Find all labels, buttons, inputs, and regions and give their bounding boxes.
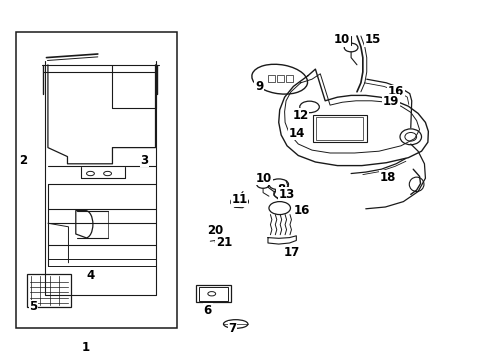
- Text: 8: 8: [277, 183, 285, 195]
- Text: 9: 9: [255, 80, 263, 93]
- Text: 7: 7: [228, 322, 236, 335]
- Text: 11: 11: [231, 193, 247, 206]
- Ellipse shape: [86, 171, 94, 176]
- Text: 3: 3: [140, 154, 148, 167]
- Bar: [316, 117, 363, 140]
- Text: 14: 14: [288, 127, 305, 140]
- Ellipse shape: [268, 202, 290, 215]
- Text: 1: 1: [81, 341, 89, 354]
- Bar: [27, 274, 71, 307]
- Text: 6: 6: [203, 304, 211, 317]
- Bar: [277, 75, 284, 82]
- Text: 10: 10: [333, 33, 350, 46]
- Ellipse shape: [103, 171, 111, 176]
- Text: 20: 20: [206, 224, 223, 237]
- Ellipse shape: [404, 132, 416, 141]
- Ellipse shape: [299, 101, 319, 113]
- Ellipse shape: [223, 320, 247, 328]
- Bar: [312, 115, 366, 142]
- Text: 19: 19: [382, 95, 399, 108]
- Text: 13: 13: [278, 188, 295, 201]
- Text: 18: 18: [379, 171, 395, 184]
- Text: 12: 12: [292, 109, 308, 122]
- Bar: [198, 287, 227, 301]
- Text: 4: 4: [86, 269, 94, 282]
- Text: 17: 17: [283, 246, 300, 258]
- Ellipse shape: [207, 292, 215, 296]
- Ellipse shape: [251, 64, 307, 94]
- Text: 2: 2: [20, 154, 27, 167]
- Ellipse shape: [268, 179, 288, 190]
- Text: 16: 16: [293, 204, 309, 217]
- Bar: [195, 285, 230, 302]
- Bar: [285, 75, 292, 82]
- Ellipse shape: [408, 177, 423, 192]
- Ellipse shape: [256, 180, 269, 188]
- Ellipse shape: [399, 129, 421, 145]
- Bar: [16, 32, 177, 328]
- Ellipse shape: [230, 197, 248, 207]
- Bar: [267, 75, 274, 82]
- Text: 21: 21: [215, 237, 232, 249]
- Ellipse shape: [344, 43, 357, 52]
- Text: 16: 16: [387, 85, 404, 98]
- Text: 15: 15: [364, 33, 380, 46]
- Text: 5: 5: [29, 300, 37, 313]
- Text: 10: 10: [255, 172, 272, 185]
- Ellipse shape: [273, 189, 291, 199]
